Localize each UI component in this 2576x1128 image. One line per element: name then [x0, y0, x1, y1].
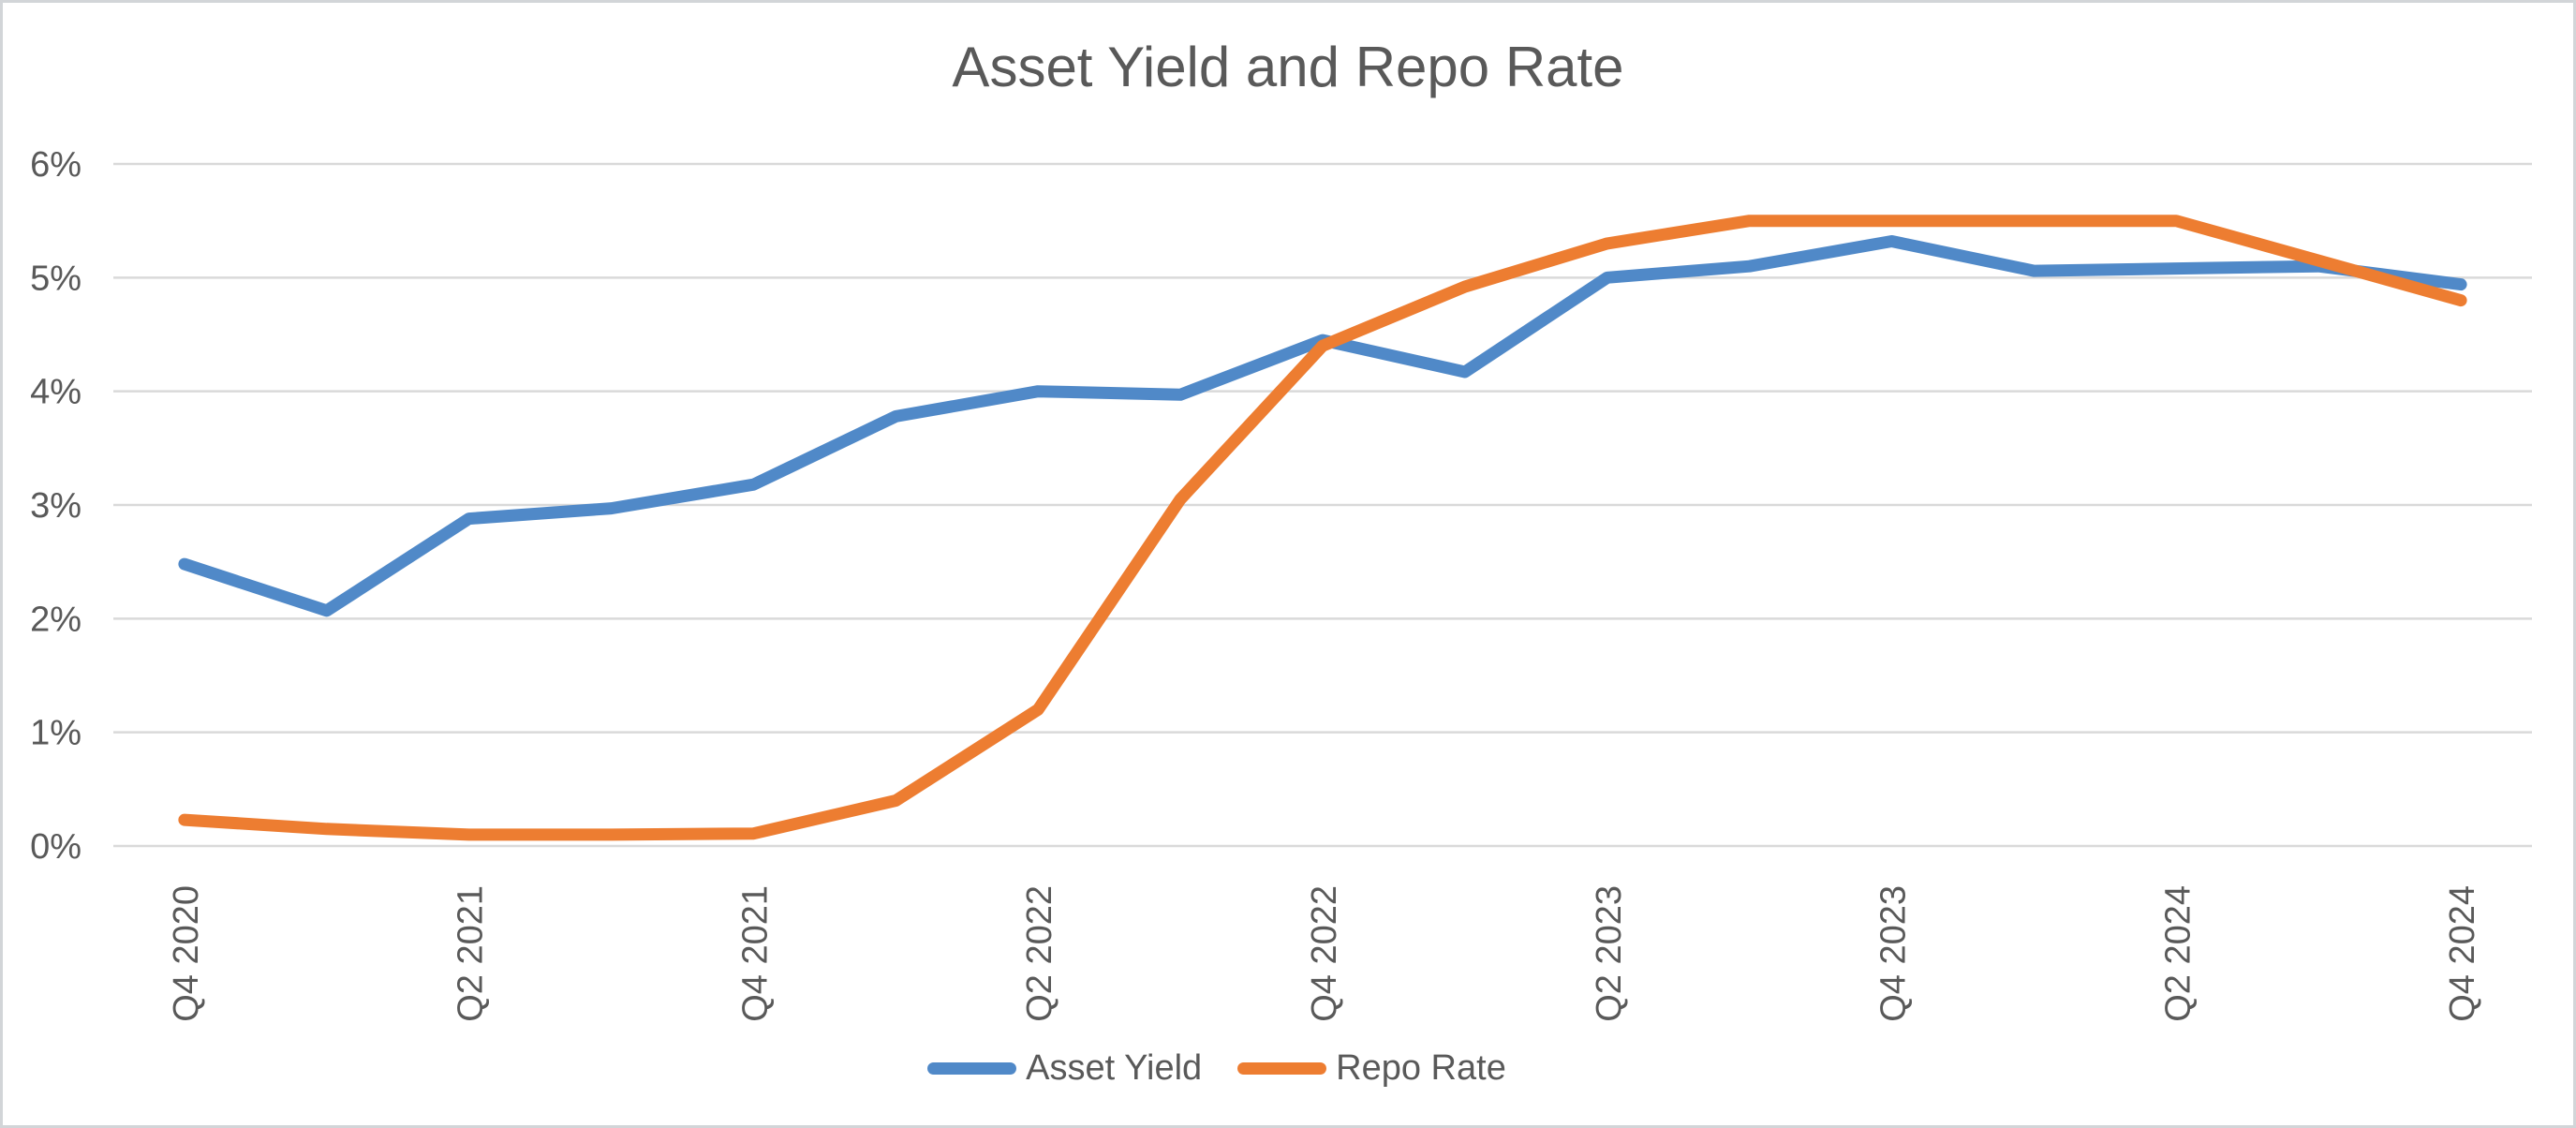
asset-yield-legend-marker-icon — [927, 1061, 1017, 1075]
y-axis-tick-label: 3% — [30, 486, 81, 526]
repo-rate-legend-label: Repo Rate — [1336, 1048, 1506, 1088]
line-chart-plot-area: 0% 1% 2% 3% 4% 5% 6% Q4 2020 Q2 2021 Q4 2021 Q2 20… — [30, 145, 2532, 1022]
x-axis-tick-label: Q4 2023 — [1874, 885, 1914, 1022]
legend-item-repo-rate: Repo Rate — [1237, 1050, 1506, 1086]
x-axis-tick-label: Q4 2024 — [2443, 885, 2482, 1022]
x-axis-tick-label: Q2 2022 — [1020, 885, 1059, 1022]
y-axis-tick-label: 4% — [30, 373, 81, 412]
y-axis-tick-label: 0% — [30, 827, 81, 867]
chart-title: Asset Yield and Repo Rate — [952, 36, 1624, 98]
asset-yield-legend-label: Asset Yield — [1026, 1048, 1203, 1088]
x-axis-tick-label: Q4 2021 — [735, 885, 775, 1022]
y-axis-tick-label: 1% — [30, 714, 81, 753]
x-axis-tick-label: Q4 2020 — [167, 885, 206, 1022]
x-axis-tick-label: Q2 2024 — [2158, 885, 2198, 1022]
asset-yield-line — [178, 235, 2467, 617]
y-axis-tick-label: 6% — [30, 145, 81, 185]
repo-rate-legend-marker-icon — [1237, 1061, 1327, 1075]
legend-item-asset-yield: Asset Yield — [927, 1050, 1202, 1086]
y-axis-tick-label: 2% — [30, 600, 81, 639]
repo-rate-line — [178, 215, 2467, 841]
x-axis-tick-label: Q2 2023 — [1590, 885, 1629, 1022]
x-axis-tick-label: Q2 2021 — [452, 885, 491, 1022]
x-axis-tick-label: Q4 2022 — [1305, 885, 1344, 1022]
y-axis-tick-label: 5% — [30, 259, 81, 298]
chart-legend: Asset Yield Repo Rate — [3, 1050, 2502, 1086]
